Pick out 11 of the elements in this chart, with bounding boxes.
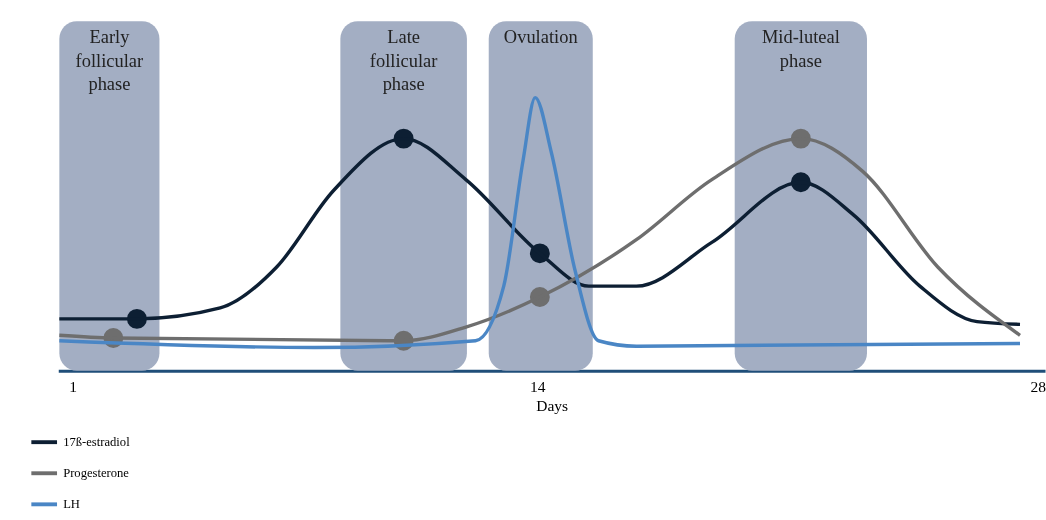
- legend-label: 17ß-estradiol: [63, 435, 131, 450]
- x-tick-label: 28: [1030, 377, 1046, 395]
- legend-label: LH: [63, 497, 80, 512]
- band-label: Mid-luteal phase: [761, 27, 840, 71]
- band-label: Early follicular phase: [75, 27, 144, 95]
- band-label: Ovulation: [503, 27, 578, 48]
- x-axis-title: Days: [536, 397, 569, 415]
- x-tick-label: 14: [530, 377, 546, 395]
- legend-label: Progesterone: [63, 466, 130, 481]
- band-label: Late follicular phase: [369, 27, 438, 95]
- x-tick-label: 1: [69, 377, 77, 395]
